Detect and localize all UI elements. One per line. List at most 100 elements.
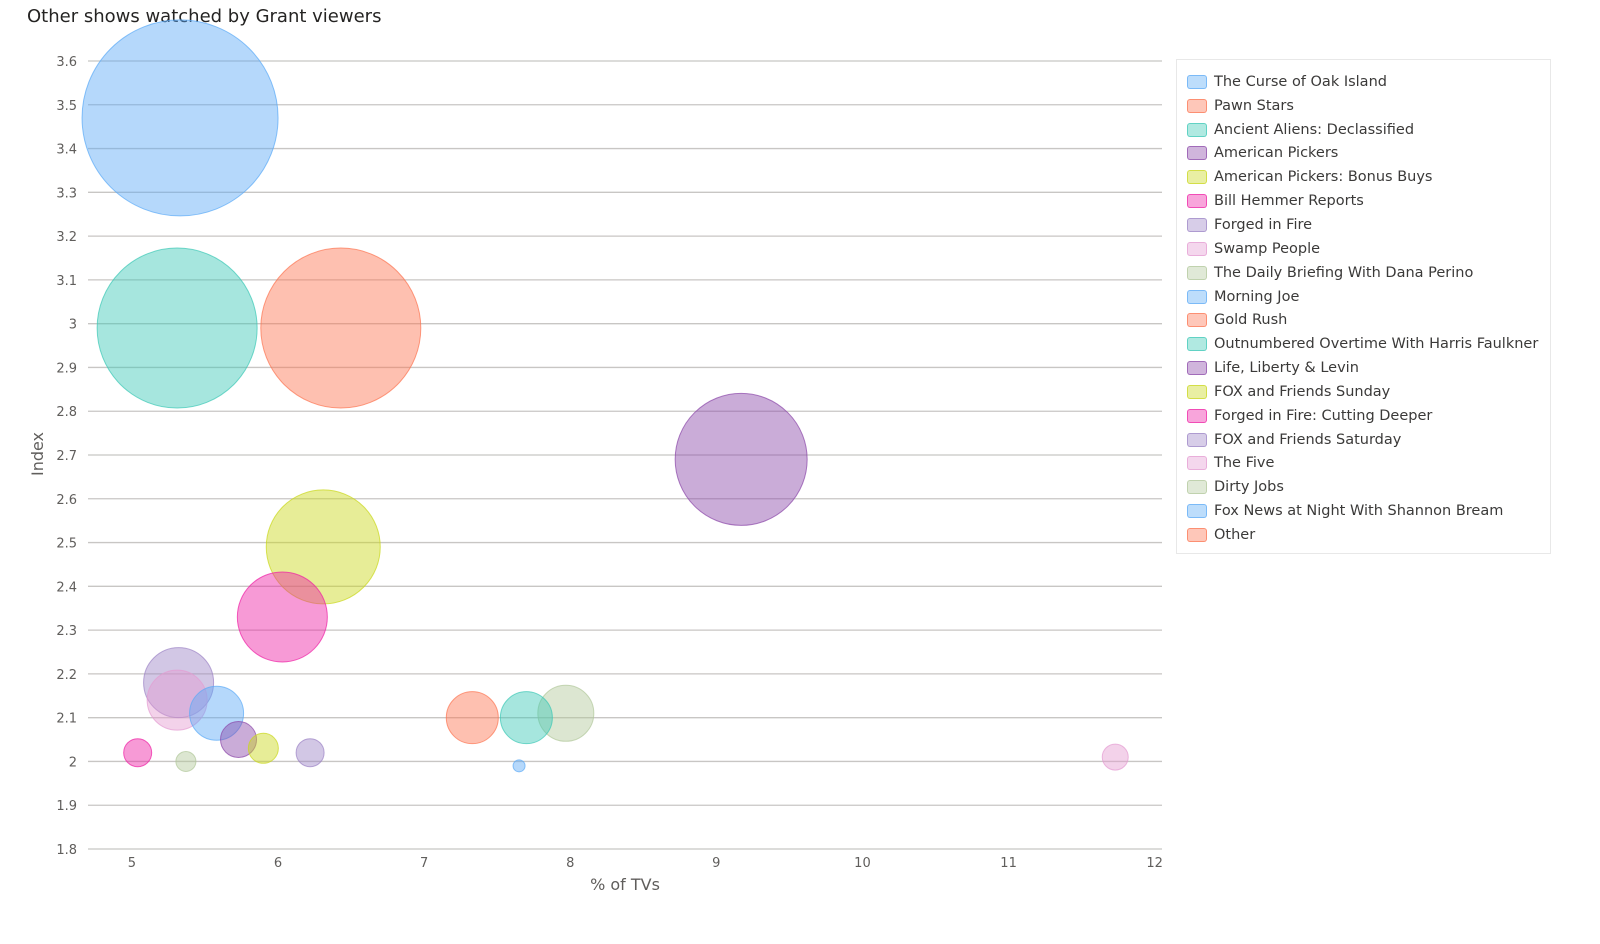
y-tick-label: 3.6 (56, 55, 77, 70)
legend-label: The Daily Briefing With Dana Perino (1214, 264, 1474, 281)
legend-swatch (1187, 122, 1207, 137)
legend-swatch (1187, 337, 1207, 352)
bubble-point[interactable] (146, 669, 208, 731)
legend-item[interactable]: Fox News at Night With Shannon Bream (1187, 499, 1550, 523)
x-tick-label: 7 (420, 856, 428, 871)
legend-item[interactable]: The Daily Briefing With Dana Perino (1187, 261, 1550, 285)
y-tick-label: 2 (69, 755, 77, 770)
y-tick-label: 3.1 (56, 274, 77, 289)
x-axis-label: % of TVs (590, 875, 660, 894)
x-tick-label: 9 (712, 856, 720, 871)
legend-swatch (1187, 456, 1207, 471)
legend-item[interactable]: Life, Liberty & Levin (1187, 356, 1550, 380)
legend-label: The Curse of Oak Island (1214, 73, 1387, 90)
x-tick-label: 5 (128, 856, 136, 871)
x-tick-label: 10 (854, 856, 871, 871)
bubble-point[interactable] (499, 691, 553, 745)
legend-label: The Five (1214, 455, 1275, 472)
y-tick-label: 2.5 (56, 537, 77, 552)
bubble-point[interactable] (189, 685, 245, 741)
legend-item[interactable]: Forged in Fire (1187, 213, 1550, 237)
legend-item[interactable]: American Pickers: Bonus Buys (1187, 165, 1550, 189)
y-tick-label: 3.4 (56, 143, 77, 158)
y-tick-label: 2.9 (56, 361, 77, 376)
y-tick-label: 2.2 (56, 668, 77, 683)
bubbles (81, 19, 1129, 773)
legend-swatch (1187, 289, 1207, 304)
bubble-point[interactable] (236, 571, 328, 663)
y-axis-label: Index (28, 432, 47, 476)
bubble-point[interactable] (260, 247, 422, 409)
bubble-point[interactable] (81, 19, 279, 217)
legend-label: Morning Joe (1214, 288, 1300, 305)
legend-label: Bill Hemmer Reports (1214, 193, 1364, 210)
legend-item[interactable]: Pawn Stars (1187, 94, 1550, 118)
legend-item[interactable]: Ancient Aliens: Declassified (1187, 118, 1550, 142)
legend-item[interactable]: Bill Hemmer Reports (1187, 189, 1550, 213)
legend-swatch (1187, 361, 1207, 376)
legend-label: Pawn Stars (1214, 97, 1294, 114)
bubble-point[interactable] (445, 691, 499, 745)
y-tick-label: 1.8 (56, 843, 77, 858)
legend-swatch (1187, 194, 1207, 209)
legend-item[interactable]: Gold Rush (1187, 308, 1550, 332)
legend-swatch (1187, 480, 1207, 495)
y-tick-label: 2.3 (56, 624, 77, 639)
legend-swatch (1187, 241, 1207, 256)
y-tick-label: 2.4 (56, 580, 77, 595)
legend-swatch (1187, 313, 1207, 328)
legend-item[interactable]: Morning Joe (1187, 285, 1550, 309)
bubble-point[interactable] (512, 759, 526, 773)
bubble-point[interactable] (247, 732, 279, 764)
legend-label: American Pickers: Bonus Buys (1214, 169, 1433, 186)
y-tick-label: 3.2 (56, 230, 77, 245)
bubble-point[interactable] (175, 750, 197, 772)
y-tick-label: 2.6 (56, 493, 77, 508)
y-tick-label: 3 (69, 318, 77, 333)
bubble-point[interactable] (537, 684, 595, 742)
legend-label: Forged in Fire (1214, 216, 1313, 233)
legend-swatch (1187, 74, 1207, 89)
bubble-point[interactable] (1101, 743, 1129, 771)
x-tick-label: 12 (1146, 856, 1163, 871)
y-tick-label: 1.9 (56, 799, 77, 814)
x-tick-label: 6 (274, 856, 282, 871)
legend-label: American Pickers (1214, 145, 1339, 162)
legend-item[interactable]: The Five (1187, 452, 1550, 476)
legend-label: Fox News at Night With Shannon Bream (1214, 503, 1504, 520)
x-axis-ticks: 5 6 7 8 9 10 11 12 (128, 856, 1163, 871)
legend-label: FOX and Friends Saturday (1214, 431, 1402, 448)
legend-item[interactable]: Other (1187, 523, 1550, 547)
y-axis-ticks: 1.8 1.9 2 2.1 2.2 2.3 2.4 2.5 2.6 2.7 2.8 2.9 3 3.1 3.… (56, 55, 77, 858)
legend-label: Outnumbered Overtime With Harris Faulkne… (1214, 336, 1539, 353)
x-tick-label: 8 (566, 856, 574, 871)
bubble-point[interactable] (295, 738, 325, 768)
legend-swatch (1187, 217, 1207, 232)
bubble-point[interactable] (220, 721, 258, 759)
bubble-point[interactable] (674, 392, 808, 526)
x-tick-label: 11 (1000, 856, 1017, 871)
y-tick-label: 2.1 (56, 712, 77, 727)
legend-swatch (1187, 265, 1207, 280)
legend-swatch (1187, 432, 1207, 447)
gridlines (88, 60, 1162, 850)
legend-item[interactable]: Dirty Jobs (1187, 475, 1550, 499)
legend-item[interactable]: American Pickers (1187, 142, 1550, 166)
legend-item[interactable]: Forged in Fire: Cutting Deeper (1187, 404, 1550, 428)
chart-title: Other shows watched by Grant viewers (27, 6, 382, 27)
legend-label: FOX and Friends Sunday (1214, 383, 1391, 400)
legend-label: Forged in Fire: Cutting Deeper (1214, 407, 1433, 424)
legend-label: Gold Rush (1214, 312, 1288, 329)
bubble-chart: 1.8 1.9 2 2.1 2.2 2.3 2.4 2.5 2.6 2.7 2.8 2.9 3 3.1 3.… (28, 19, 1163, 894)
legend-item[interactable]: FOX and Friends Saturday (1187, 428, 1550, 452)
legend-label: Dirty Jobs (1214, 479, 1284, 496)
legend-item[interactable]: FOX and Friends Sunday (1187, 380, 1550, 404)
bubble-point[interactable] (96, 247, 258, 409)
legend-swatch (1187, 527, 1207, 542)
legend-item[interactable]: Swamp People (1187, 237, 1550, 261)
legend-item[interactable]: The Curse of Oak Island (1187, 70, 1550, 94)
bubble-point[interactable] (123, 738, 153, 768)
bubble-point[interactable] (265, 489, 381, 605)
bubble-point[interactable] (143, 647, 215, 719)
legend-item[interactable]: Outnumbered Overtime With Harris Faulkne… (1187, 332, 1550, 356)
